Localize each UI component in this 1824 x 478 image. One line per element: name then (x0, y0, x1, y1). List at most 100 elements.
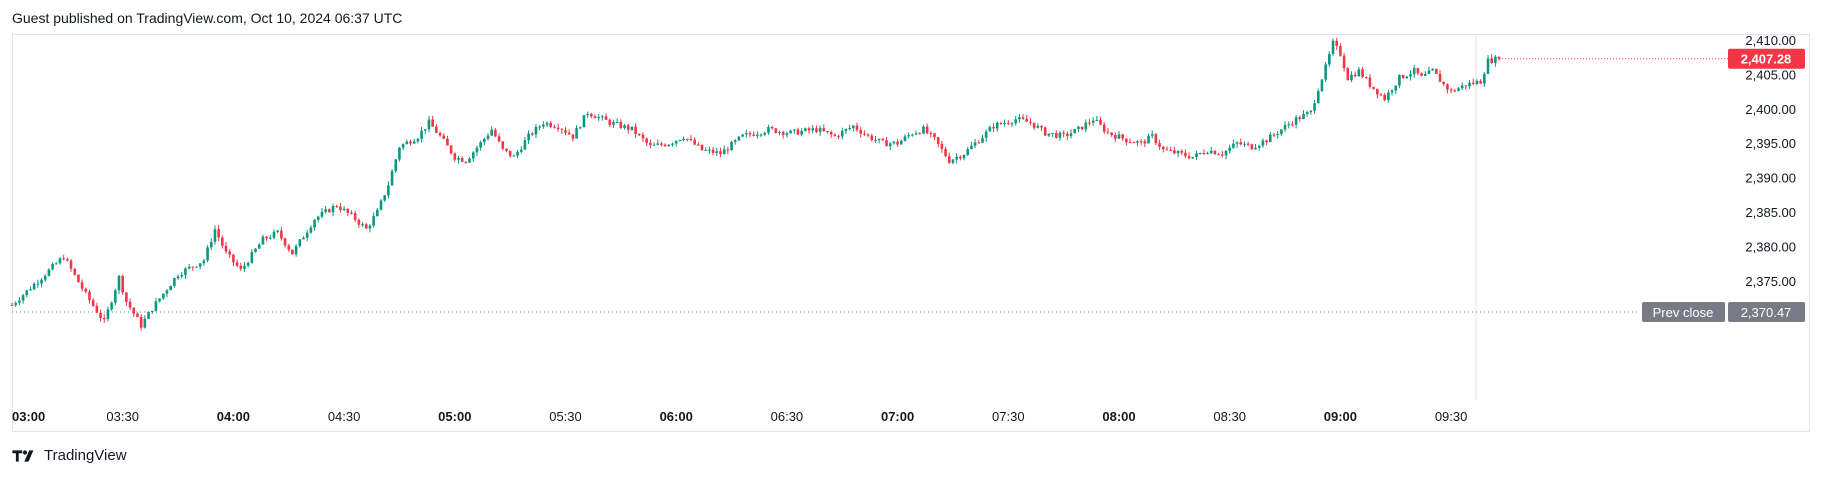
candle-body (527, 133, 530, 141)
candle-body (918, 133, 922, 135)
candle-body (615, 121, 619, 123)
candle-body (1261, 140, 1265, 146)
candle-body (457, 157, 460, 160)
candle-body (239, 265, 243, 269)
candle-body (1102, 124, 1106, 132)
candle-body (383, 195, 386, 201)
candle-body (1254, 147, 1257, 150)
x-tick-label: 03:00 (12, 409, 45, 424)
candle-body (501, 141, 505, 149)
candle-body (1412, 67, 1416, 75)
candle-body (1435, 68, 1438, 74)
candle-body (468, 158, 471, 163)
candle-body (608, 119, 612, 125)
candle-body (1187, 156, 1191, 159)
candle-body (966, 149, 970, 156)
candle-body (1110, 132, 1113, 136)
candle-body (261, 236, 265, 245)
prev-close-value-label: 2,370.47 (1741, 305, 1792, 320)
candle-body (689, 139, 693, 141)
candle-body (442, 135, 446, 139)
candle-body (840, 130, 844, 137)
candle-body (597, 117, 601, 119)
candle-body (649, 142, 652, 146)
prev-close-badge (1642, 301, 1725, 322)
candle-body (401, 144, 405, 148)
last-price-badge (1728, 48, 1805, 69)
candle-body (1021, 117, 1025, 119)
candle-body (257, 244, 261, 249)
candle-body (1346, 68, 1350, 81)
candle-body (1475, 80, 1479, 84)
candle-body (859, 129, 862, 134)
tradingview-logo-icon (12, 449, 34, 462)
candle-body (158, 298, 161, 302)
candle-body (741, 134, 744, 137)
candle-body (1018, 117, 1021, 120)
candle-body (243, 265, 246, 269)
candle-body (1169, 149, 1172, 151)
candle-body (745, 133, 748, 135)
candle-body (1117, 134, 1121, 139)
candle-body (516, 151, 519, 156)
candle-body (700, 144, 704, 151)
candle-body (896, 141, 899, 145)
candle-body (612, 122, 615, 125)
candle-body (663, 144, 667, 147)
candle-body (1460, 85, 1464, 89)
candle-body (1361, 69, 1364, 78)
candle-body (759, 134, 763, 136)
candle-body (1457, 88, 1460, 92)
candle-body (1243, 143, 1246, 145)
candle-body (1331, 40, 1335, 54)
candle-body (438, 132, 442, 136)
candle-body (114, 290, 117, 303)
candle-body (1150, 134, 1154, 136)
candle-body (1409, 74, 1412, 77)
candle-body (250, 251, 254, 263)
candle-body (483, 138, 486, 143)
candle-body (95, 305, 99, 313)
candle-body (51, 264, 54, 270)
candle-body (1490, 58, 1493, 63)
candle-body (364, 224, 368, 229)
candle-body (1416, 67, 1420, 74)
x-tick-label: 05:00 (438, 409, 471, 424)
candle-body (394, 159, 398, 172)
candlestick-chart[interactable]: 2,375.00 2,380.00 2,385.00 2,390.00 2,395.00… (0, 0, 1824, 440)
y-tick-label: 2,405.00 (1745, 67, 1796, 82)
candle-body (320, 211, 324, 217)
candle-body (47, 269, 51, 276)
candle-body (877, 138, 881, 140)
candle-body (774, 128, 778, 133)
candle-body (1014, 119, 1017, 124)
footer-brand[interactable]: TradingView (12, 447, 127, 464)
candle-body (763, 132, 767, 135)
candle-body (1486, 58, 1490, 74)
candle-body (1125, 138, 1128, 143)
candle-body (1383, 94, 1386, 101)
candle-body (1206, 153, 1209, 155)
candle-body (748, 133, 752, 135)
candle-body (1198, 152, 1202, 154)
candle-body (423, 129, 427, 131)
candle-body (117, 275, 121, 291)
candle-body (852, 125, 855, 129)
candle-body (719, 151, 722, 155)
candle-body (132, 307, 136, 314)
candle-body (409, 141, 412, 144)
candle-body (125, 292, 128, 302)
candle-body (778, 131, 781, 133)
candle-body (567, 132, 571, 135)
candle-body (667, 144, 671, 147)
candle-body (781, 131, 785, 135)
candle-body (1398, 74, 1401, 86)
candle-body (1176, 150, 1180, 154)
candle-body (58, 258, 62, 264)
candle-body (708, 149, 711, 151)
candle-body (534, 126, 538, 135)
candle-body (1106, 131, 1110, 133)
candle-body (1471, 82, 1475, 84)
candle-body (940, 143, 944, 149)
candle-body (1350, 74, 1353, 81)
